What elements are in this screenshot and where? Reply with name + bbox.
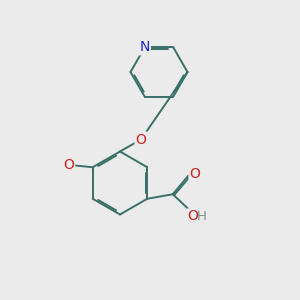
Text: H: H <box>197 210 207 223</box>
Text: O: O <box>188 209 199 224</box>
Text: O: O <box>190 167 200 181</box>
Text: O: O <box>63 158 74 172</box>
Text: O: O <box>136 133 146 146</box>
Text: N: N <box>140 40 150 54</box>
